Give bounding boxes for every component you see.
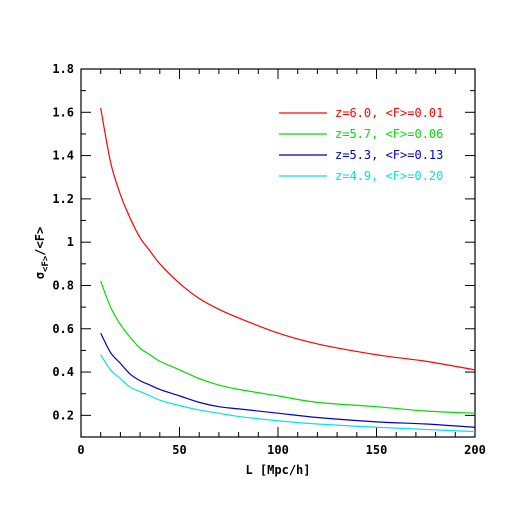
legend-label-3: z=5.3, <F>=0.13 bbox=[335, 148, 443, 162]
y-tick-label: 1.6 bbox=[52, 105, 74, 119]
y-tick-label: 0.8 bbox=[52, 278, 74, 292]
series-line-1 bbox=[100, 107, 476, 371]
x-axis-title: L [Mpc/h] bbox=[245, 463, 310, 477]
y-axis-title-sigma: σ bbox=[33, 272, 47, 279]
ticks-layer: 0 50 100 150 200 0.2 0.4 0.6 0.8 1 1.2 1.4 1.6 1.8 bbox=[52, 62, 486, 457]
y-axis-title-subscript: <F> bbox=[41, 255, 51, 272]
series-line-3 bbox=[100, 332, 476, 428]
y-axis-title: σ<F>/<F> bbox=[33, 227, 51, 279]
y-tick-label: 0.6 bbox=[52, 322, 74, 336]
y-axis-title-tail: /<F> bbox=[33, 227, 47, 256]
y-tick-label: 0.2 bbox=[52, 408, 74, 422]
x-tick-label: 150 bbox=[366, 443, 388, 457]
legend: z=6.0, <F>=0.01 z=5.7, <F>=0.06 z=5.3, <F>… bbox=[279, 106, 443, 183]
y-tick-label: 1.8 bbox=[52, 62, 74, 76]
y-tick-label: 1.2 bbox=[52, 192, 74, 206]
legend-label-4: z=4.9, <F>=0.20 bbox=[335, 169, 443, 183]
legend-label-2: z=5.7, <F>=0.06 bbox=[335, 127, 443, 141]
y-tick-label: 1.4 bbox=[52, 149, 74, 163]
x-tick-label: 200 bbox=[464, 443, 486, 457]
x-tick-label: 50 bbox=[172, 443, 186, 457]
series-line-2 bbox=[100, 280, 476, 414]
series-line-4 bbox=[100, 354, 476, 433]
series-layer bbox=[100, 107, 476, 433]
plot-frame bbox=[80, 68, 476, 438]
y-tick-label: 0.4 bbox=[52, 365, 74, 379]
x-tick-label: 0 bbox=[77, 443, 84, 457]
legend-label-1: z=6.0, <F>=0.01 bbox=[335, 106, 443, 120]
y-tick-label: 1 bbox=[67, 235, 74, 249]
x-tick-label: 100 bbox=[267, 443, 289, 457]
